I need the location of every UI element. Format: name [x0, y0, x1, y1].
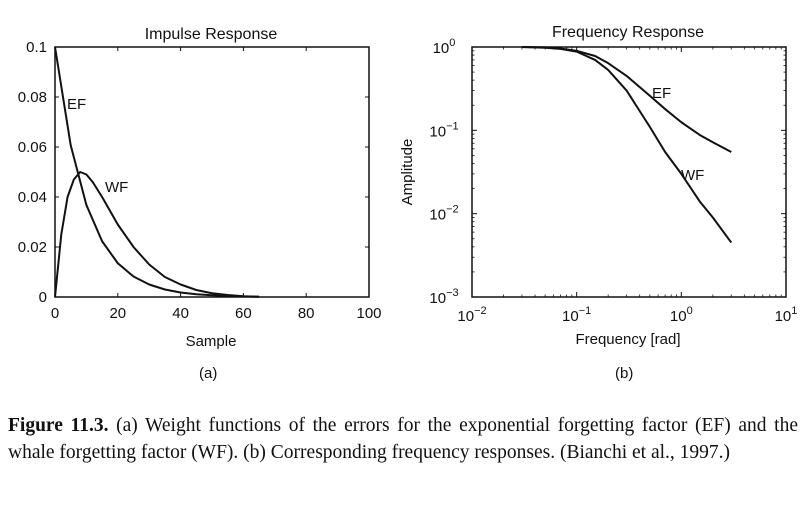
chart-a-y-tick-label: 0.1	[26, 39, 47, 56]
chart-a-x-tick-label: 60	[235, 305, 252, 322]
impulse-response-chart: Impulse Response 0 20 40 60 80 100 0 0.02 0.04 0.…	[18, 26, 382, 350]
chart-a-y-tick-label: 0.06	[18, 139, 47, 156]
frequency-response-chart: Frequency Response 10−2 10−1 100 10110−310−…	[399, 24, 797, 348]
chart-a-x-tick-label: 20	[109, 305, 126, 322]
chart-b-x-tick-label: 10−1	[562, 305, 591, 325]
chart-b-plot-frame	[471, 46, 787, 298]
panel-label-a: (a)	[199, 365, 218, 382]
chart-a-series-wf-line	[54, 171, 260, 298]
chart-a-annotation-ef: EF	[67, 96, 86, 113]
chart-a-title: Impulse Response	[145, 26, 278, 43]
chart-b-x-tick-label: 100	[670, 305, 693, 325]
chart-a-x-tick-label: 80	[298, 305, 315, 322]
chart-b-x-tick-label: 10−2	[457, 305, 486, 325]
chart-b-x-tick-label: 101	[775, 305, 798, 325]
figure: Impulse Response 0 20 40 60 80 100 0 0.02 0.04 0.…	[18, 24, 798, 350]
chart-b-x-axis-label: Frequency [rad]	[575, 331, 680, 348]
chart-b-y-tick-label: 10−3	[429, 287, 458, 307]
chart-a-plot-frame	[54, 46, 370, 298]
chart-a-y-tick-label: 0	[39, 289, 47, 306]
chart-b-y-tick-label: 100	[433, 37, 456, 57]
chart-a-series-ef-line	[54, 46, 260, 298]
chart-a-x-tick-label: 100	[356, 305, 381, 322]
chart-b-y-tick-label: 10−2	[429, 204, 458, 224]
chart-b-y-tick-label: 10−1	[429, 120, 458, 140]
chart-b-y-axis-label: Amplitude	[399, 139, 416, 206]
chart-a-x-tick-label: 0	[51, 305, 59, 322]
figure-caption: Figure 11.3. (a) Weight functions of the…	[8, 412, 798, 466]
chart-a-annotation-wf: WF	[105, 179, 128, 196]
caption-label: Figure 11.3.	[8, 415, 109, 436]
chart-a-y-tick-label: 0.02	[18, 239, 47, 256]
panel-label-b: (b)	[615, 365, 634, 382]
chart-b-annotation-wf: WF	[681, 167, 704, 184]
chart-a-y-tick-label: 0.08	[18, 89, 47, 106]
chart-b-title: Frequency Response	[552, 24, 704, 41]
chart-a-x-axis-label: Sample	[186, 333, 237, 350]
chart-a-y-tick-label: 0.04	[18, 189, 47, 206]
caption-text: (a) Weight functions of the errors for t…	[8, 415, 799, 463]
chart-b-series-ef-line	[521, 46, 732, 153]
chart-b-annotation-ef: EF	[652, 85, 671, 102]
chart-b-series-wf-line	[521, 46, 733, 244]
chart-a-x-tick-label: 40	[172, 305, 189, 322]
